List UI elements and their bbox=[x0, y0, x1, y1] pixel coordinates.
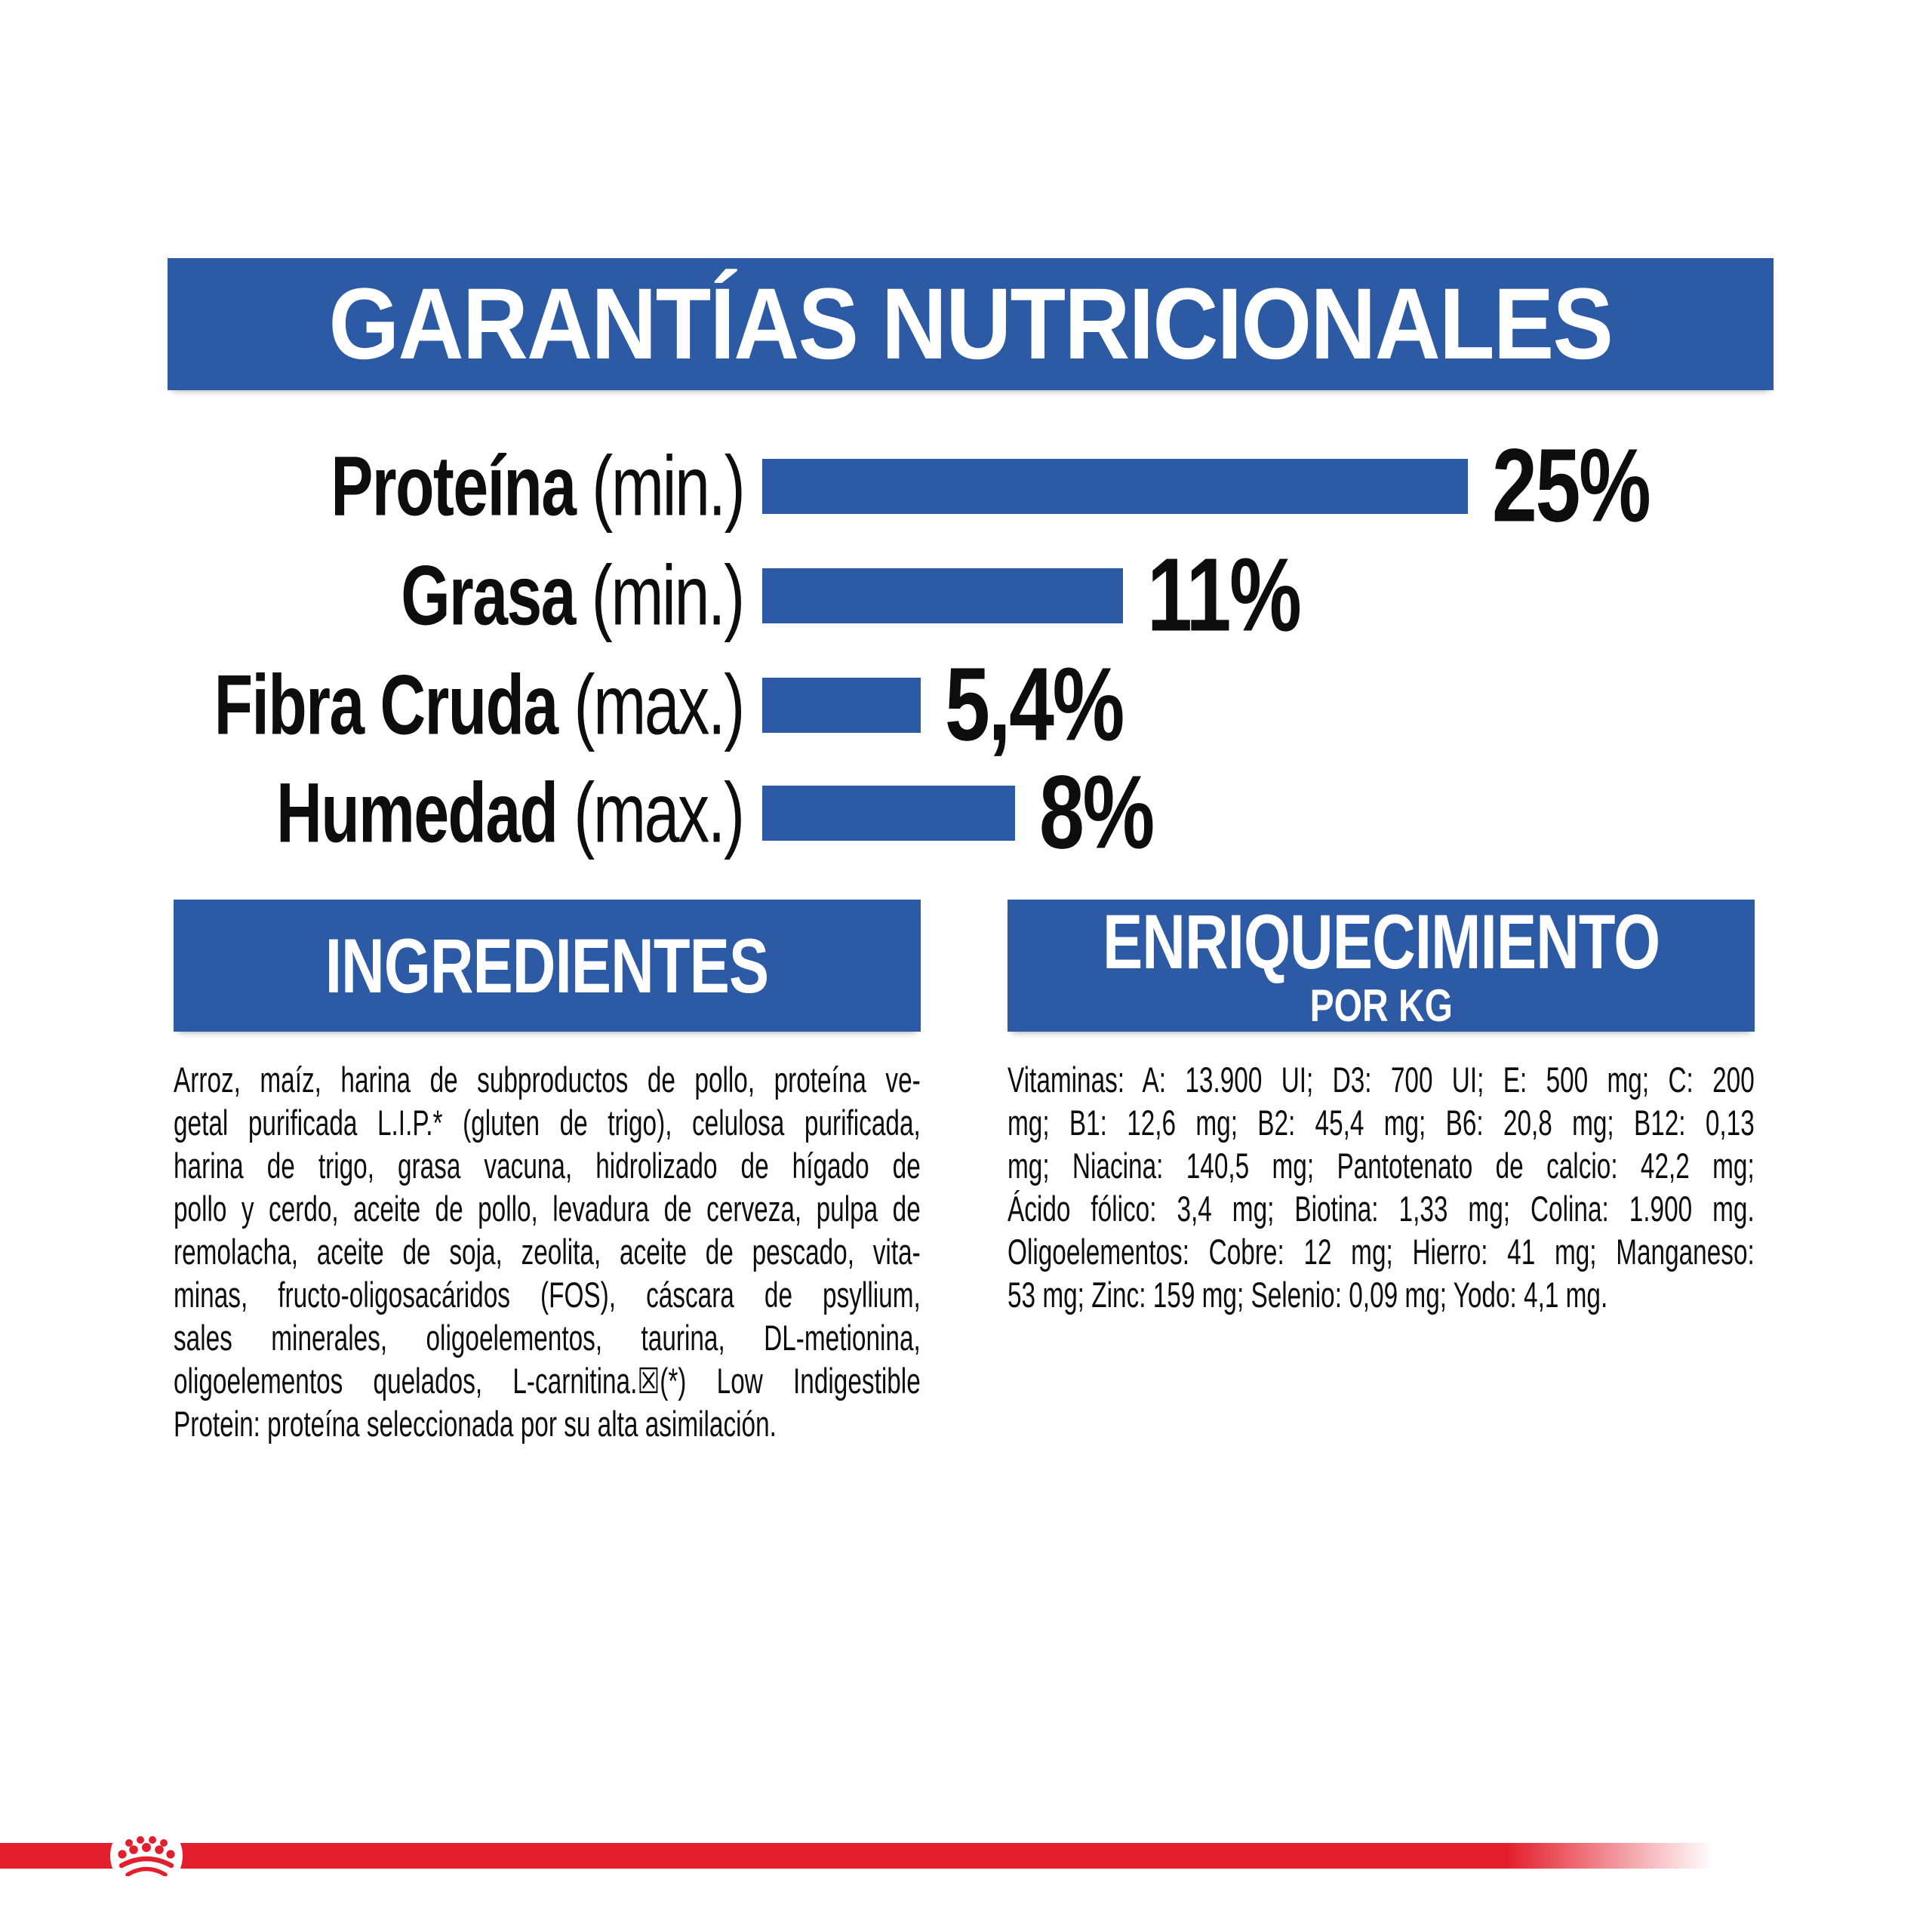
text-line: pollo y cerdo, aceite de pollo, levadura… bbox=[174, 1189, 921, 1229]
ingredients-heading: INGREDIENTES bbox=[325, 922, 769, 1009]
chart-label-fibra-cruda: Fibra Cruda (max.) bbox=[214, 657, 746, 754]
text-line: Ácido fólico: 3,4 mg; Biotina: 1,33 mg; … bbox=[1008, 1189, 1755, 1229]
chart-value-humedad: 8% bbox=[1039, 754, 1155, 871]
nutrient-qualifier: (max.) bbox=[574, 765, 746, 860]
page-title: GARANTÍAS NUTRICIONALES bbox=[328, 268, 1614, 380]
text-line: harina de trigo, grasa vacuna, hidroliza… bbox=[174, 1146, 921, 1186]
enrichment-banner: ENRIQUECIMIENTO POR KG bbox=[1008, 900, 1755, 1032]
chart-value-grasa: 11% bbox=[1147, 537, 1302, 654]
text-line: Protein: proteína seleccionada por su al… bbox=[174, 1404, 777, 1444]
chart-label-humedad: Humedad (max.) bbox=[276, 764, 746, 862]
royal-canin-crown-icon bbox=[118, 1836, 175, 1876]
text-line: 53 mg; Zinc: 159 mg; Selenio: 0,09 mg; Y… bbox=[1008, 1275, 1608, 1315]
chart-label-proteina: Proteína (min.) bbox=[330, 438, 745, 535]
chart-value-proteina: 25% bbox=[1492, 427, 1651, 544]
text-line: Vitaminas: A: 13.900 UI; D3: 700 UI; E: … bbox=[1008, 1060, 1755, 1100]
text-line: minas, fructo-oligosacáridos (FOS), cásc… bbox=[174, 1275, 921, 1315]
chart-bar-proteina bbox=[762, 458, 1468, 514]
text-line: mg; B1: 12,6 mg; B2: 45,4 mg; B6: 20,8 m… bbox=[1008, 1103, 1755, 1143]
nutrient-name: Humedad bbox=[276, 765, 574, 860]
nutrient-qualifier: (min.) bbox=[591, 438, 745, 534]
nutritional-guarantees-banner: GARANTÍAS NUTRICIONALES bbox=[168, 258, 1774, 390]
brand-stripe bbox=[0, 1843, 1713, 1869]
ingredients-text: Arroz, maíz, harina de subproductos de p… bbox=[174, 1058, 921, 1445]
text-line: getal purificada L.I.P.* (gluten de trig… bbox=[174, 1103, 921, 1143]
nutrition-bar-chart: Proteína (min.) 25% Grasa (min.) 11% Fibra C… bbox=[0, 0, 1932, 906]
brand-logo-circle bbox=[110, 1820, 183, 1892]
text-line: sales minerales, oligoelementos, taurina… bbox=[174, 1318, 921, 1358]
text-line: mg; Niacina: 140,5 mg; Pantotenato de ca… bbox=[1008, 1146, 1755, 1186]
nutrient-name: Proteína bbox=[330, 438, 592, 534]
nutrient-qualifier: (max.) bbox=[574, 657, 746, 752]
chart-label-grasa: Grasa (min.) bbox=[401, 547, 745, 645]
text-line: Arroz, maíz, harina de subproductos de p… bbox=[174, 1060, 921, 1100]
chart-bar-humedad bbox=[762, 785, 1015, 841]
text-line: Oligoelementos: Cobre: 12 mg; Hierro: 41… bbox=[1008, 1232, 1755, 1272]
ingredients-banner: INGREDIENTES bbox=[174, 900, 921, 1032]
enrichment-heading: ENRIQUECIMIENTO bbox=[1102, 898, 1660, 985]
nutrient-qualifier: (min.) bbox=[591, 548, 745, 643]
chart-bar-grasa bbox=[762, 568, 1123, 623]
chart-value-fibra-cruda: 5,4% bbox=[945, 646, 1124, 763]
nutrient-name: Grasa bbox=[401, 548, 592, 643]
nutrient-name: Fibra Cruda bbox=[214, 657, 574, 752]
chart-bar-fibra-cruda bbox=[762, 677, 921, 733]
text-line: oligoelementos quelados, L-carnitina.☒(*… bbox=[174, 1361, 921, 1401]
enrichment-subheading: POR KG bbox=[1309, 980, 1453, 1031]
enrichment-text: Vitaminas: A: 13.900 UI; D3: 700 UI; E: … bbox=[1008, 1058, 1755, 1316]
text-line: remolacha, aceite de soja, zeolita, acei… bbox=[174, 1232, 921, 1272]
